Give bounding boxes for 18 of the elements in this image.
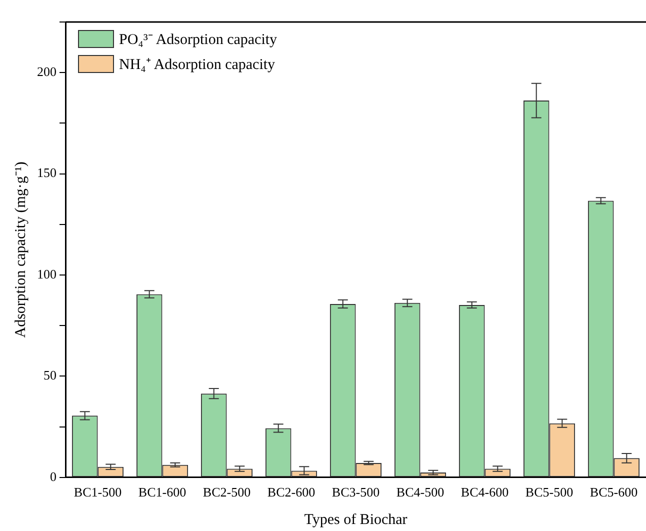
y-tick-label: 200 bbox=[37, 64, 56, 80]
y-axis-title: Adsorption capacity (mg·g⁻¹) bbox=[12, 162, 29, 338]
x-tick-label: BC5-600 bbox=[590, 484, 638, 500]
x-tick-label: BC1-600 bbox=[138, 484, 186, 500]
x-tick-label: BC2-500 bbox=[202, 484, 251, 500]
legend-label: PO₄³⁻ Adsorption capacity bbox=[119, 31, 278, 49]
x-axis-title: Types of Biochar bbox=[304, 512, 408, 528]
x-tick-label: BC4-500 bbox=[396, 484, 444, 500]
x-tick-label: BC3-500 bbox=[332, 484, 380, 500]
legend-label: NH₄⁺ Adsorption capacity bbox=[119, 56, 276, 74]
x-tick-label: BC5-500 bbox=[525, 484, 574, 500]
y-tick-label: 100 bbox=[37, 266, 56, 282]
y-tick-label: 150 bbox=[37, 165, 56, 180]
y-tick-label: 0 bbox=[50, 468, 56, 484]
x-tick-label: BC4-600 bbox=[460, 484, 509, 500]
x-tick-label: BC2-600 bbox=[267, 484, 316, 500]
x-tick-label: BC1-500 bbox=[74, 484, 122, 500]
y-tick-label: 50 bbox=[44, 368, 56, 383]
